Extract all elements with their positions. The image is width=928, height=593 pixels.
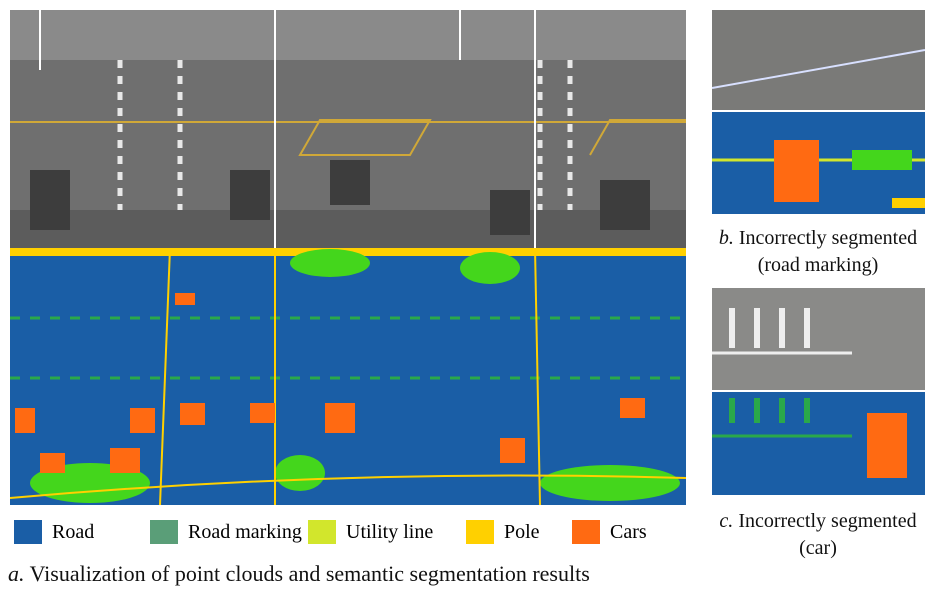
panel-caption: c. Incorrectly segmented(car) bbox=[698, 508, 928, 562]
caption-line: a. Visualization of point clouds and sem… bbox=[8, 560, 708, 587]
legend-item: Utility line bbox=[308, 518, 433, 546]
legend-item: Cars bbox=[572, 518, 647, 546]
legend-swatch bbox=[150, 520, 178, 544]
legend-label: Road bbox=[52, 521, 94, 544]
caption-text: Incorrectly segmented bbox=[738, 510, 916, 532]
legend-swatch bbox=[308, 520, 336, 544]
legend-label: Utility line bbox=[346, 521, 433, 544]
caption-text: Visualization of point clouds and semant… bbox=[30, 561, 590, 586]
caption-line: c. Incorrectly segmented bbox=[698, 508, 928, 535]
legend-item: Road marking bbox=[150, 518, 302, 546]
panel-b-images bbox=[712, 10, 925, 214]
legend-item: Road bbox=[14, 518, 94, 546]
panel-letter: a. bbox=[8, 561, 25, 586]
caption-text: (car) bbox=[799, 537, 837, 559]
panel-letter: b. bbox=[719, 227, 734, 249]
legend-label: Road marking bbox=[188, 521, 302, 544]
caption-text: (road marking) bbox=[758, 254, 879, 276]
legend-swatch bbox=[466, 520, 494, 544]
caption-line: b. Incorrectly segmented bbox=[698, 225, 928, 252]
legend-label: Pole bbox=[504, 521, 540, 544]
caption-text: Incorrectly segmented bbox=[739, 227, 917, 249]
panel-c-images bbox=[712, 288, 925, 495]
panel-caption: a. Visualization of point clouds and sem… bbox=[8, 560, 708, 587]
caption-line: (road marking) bbox=[698, 252, 928, 279]
segmentation-image bbox=[10, 248, 686, 505]
legend-label: Cars bbox=[610, 521, 647, 544]
point-cloud-image bbox=[10, 10, 686, 248]
panel-caption: b. Incorrectly segmented(road marking) bbox=[698, 225, 928, 279]
legend-swatch bbox=[572, 520, 600, 544]
figure: Road Road marking Utility line Pole Cars a. … bbox=[0, 0, 928, 593]
caption-line: (car) bbox=[698, 535, 928, 562]
legend-swatch bbox=[14, 520, 42, 544]
panel-letter: c. bbox=[719, 510, 733, 532]
legend-item: Pole bbox=[466, 518, 540, 546]
